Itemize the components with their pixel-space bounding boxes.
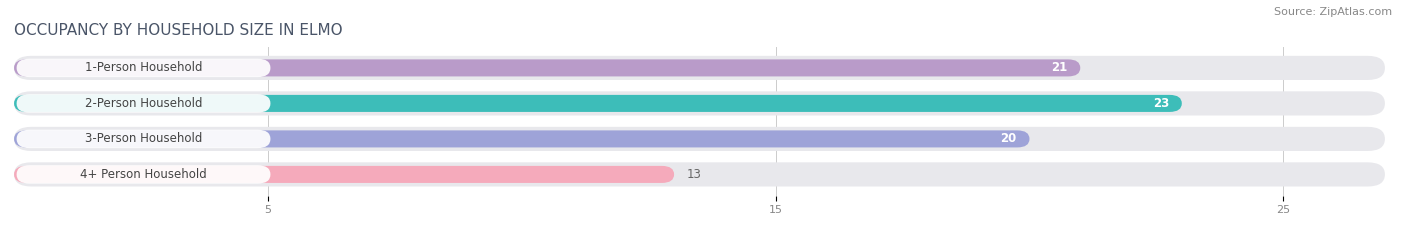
Text: 20: 20 <box>1001 132 1017 145</box>
Text: 23: 23 <box>1153 97 1170 110</box>
FancyBboxPatch shape <box>17 130 270 148</box>
FancyBboxPatch shape <box>14 91 1385 116</box>
Text: 3-Person Household: 3-Person Household <box>84 132 202 145</box>
Text: Source: ZipAtlas.com: Source: ZipAtlas.com <box>1274 7 1392 17</box>
Text: 4+ Person Household: 4+ Person Household <box>80 168 207 181</box>
FancyBboxPatch shape <box>14 95 1182 112</box>
Text: 1-Person Household: 1-Person Household <box>84 62 202 74</box>
FancyBboxPatch shape <box>14 56 1385 80</box>
FancyBboxPatch shape <box>17 94 270 113</box>
FancyBboxPatch shape <box>14 127 1385 151</box>
Text: 21: 21 <box>1052 62 1067 74</box>
FancyBboxPatch shape <box>14 130 1029 147</box>
FancyBboxPatch shape <box>17 59 270 77</box>
FancyBboxPatch shape <box>14 59 1080 76</box>
FancyBboxPatch shape <box>14 166 673 183</box>
Text: 2-Person Household: 2-Person Household <box>84 97 202 110</box>
FancyBboxPatch shape <box>14 162 1385 186</box>
Text: OCCUPANCY BY HOUSEHOLD SIZE IN ELMO: OCCUPANCY BY HOUSEHOLD SIZE IN ELMO <box>14 24 343 38</box>
FancyBboxPatch shape <box>17 165 270 184</box>
Text: 13: 13 <box>686 168 702 181</box>
